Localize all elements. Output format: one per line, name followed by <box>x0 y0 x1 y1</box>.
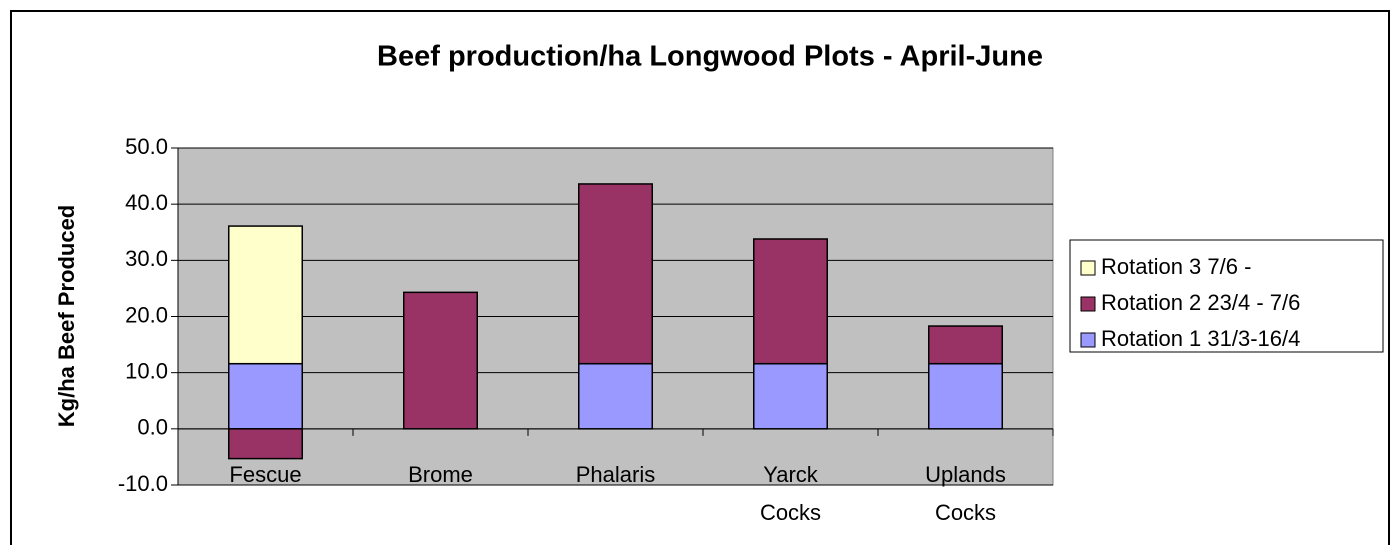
legend-box <box>1069 239 1384 353</box>
bar-segment <box>228 362 303 430</box>
y-tick-label: 10.0 <box>125 358 168 383</box>
y-tick-label: 30.0 <box>125 246 168 271</box>
y-tick-label: 40.0 <box>125 190 168 215</box>
chart-title: Beef production/ha Longwood Plots - Apri… <box>377 41 1043 73</box>
x-tick-label: Yarck Cocks <box>760 462 821 525</box>
bar-segment <box>928 362 1003 430</box>
y-tick-label: 0.0 <box>137 415 168 440</box>
x-tick-label: Phalaris <box>576 462 655 487</box>
bar-segment <box>578 362 653 430</box>
bar-segment <box>753 238 828 365</box>
x-tick-label: Fescue <box>229 462 301 487</box>
y-tick-label: -10.0 <box>118 471 168 496</box>
y-axis-label: Kg/ha Beef Produced <box>54 205 79 427</box>
x-tick-label: Brome <box>408 462 473 487</box>
bar-segment <box>753 362 828 430</box>
bar-segment <box>578 183 653 365</box>
y-tick-label: 20.0 <box>125 302 168 327</box>
bar-segment <box>228 428 303 460</box>
bar-segment <box>403 291 478 430</box>
legend-swatch <box>1080 332 1096 348</box>
legend-label: Rotation 2 23/4 - 7/6 <box>1101 290 1300 315</box>
bar-segment <box>928 325 1003 365</box>
y-tick-label: 50.0 <box>125 134 168 159</box>
x-tick-label: Uplands Cocks <box>925 462 1006 525</box>
legend-label: Rotation 1 31/3-16/4 <box>1101 326 1300 351</box>
bar-segment <box>228 225 303 365</box>
legend-swatch <box>1080 260 1096 276</box>
legend-swatch <box>1080 296 1096 312</box>
legend-label: Rotation 3 7/6 - <box>1101 254 1251 279</box>
